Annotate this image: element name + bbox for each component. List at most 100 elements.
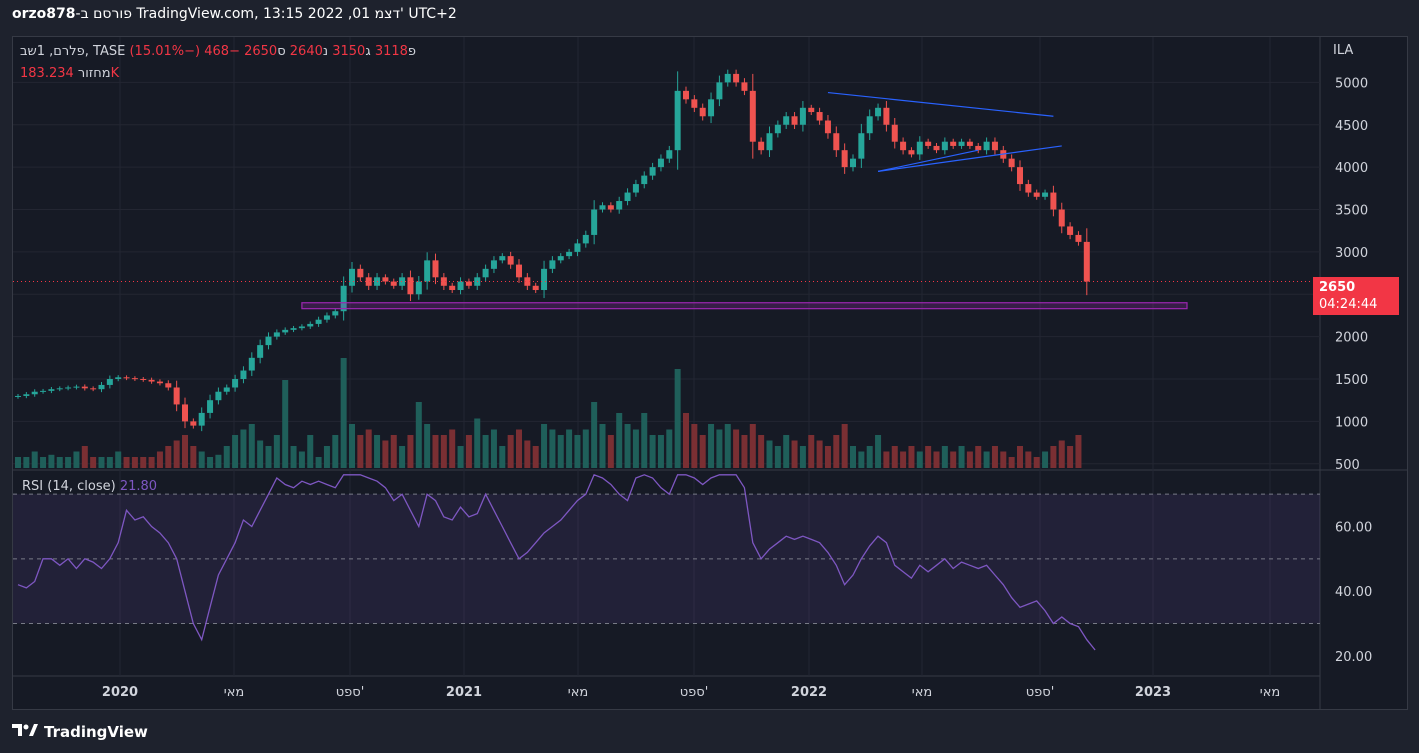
rsi-name[interactable]: RSI (14, close)	[22, 479, 116, 494]
candle-body[interactable]	[315, 319, 322, 324]
candle-body[interactable]	[432, 260, 439, 278]
candle-body[interactable]	[666, 150, 673, 159]
candle-body[interactable]	[390, 281, 397, 286]
candle-body[interactable]	[232, 379, 239, 388]
candle-body[interactable]	[282, 329, 289, 333]
candle-body[interactable]	[774, 124, 781, 134]
candle-body[interactable]	[516, 264, 522, 278]
candle-body[interactable]	[349, 268, 355, 286]
candle-body[interactable]	[933, 145, 940, 151]
candle-body[interactable]	[499, 256, 506, 261]
candle-body[interactable]	[298, 326, 305, 329]
candle-body[interactable]	[357, 268, 364, 278]
candle-body[interactable]	[173, 387, 180, 405]
candle-body[interactable]	[56, 388, 63, 390]
candle-body[interactable]	[490, 260, 497, 269]
candle-body[interactable]	[1083, 241, 1090, 282]
candle-body[interactable]	[1058, 209, 1065, 227]
candle-body[interactable]	[415, 281, 422, 295]
candle-body[interactable]	[248, 357, 255, 371]
candle-body[interactable]	[323, 315, 330, 320]
candle-body[interactable]	[824, 120, 831, 134]
candle-body[interactable]	[48, 389, 55, 391]
candle-body[interactable]	[941, 141, 948, 151]
candle-body[interactable]	[73, 386, 80, 388]
candle-body[interactable]	[975, 145, 982, 151]
candle-body[interactable]	[65, 387, 72, 389]
candle-body[interactable]	[582, 234, 589, 244]
candle-body[interactable]	[223, 387, 230, 392]
candle-body[interactable]	[891, 124, 898, 142]
candle-body[interactable]	[624, 192, 631, 202]
candle-body[interactable]	[557, 256, 564, 261]
candle-body[interactable]	[1050, 192, 1057, 210]
candle-body[interactable]	[449, 285, 456, 291]
candle-body[interactable]	[156, 381, 163, 384]
candle-body[interactable]	[900, 141, 907, 151]
candle-body[interactable]	[90, 388, 97, 390]
candle-body[interactable]	[190, 421, 197, 426]
candle-body[interactable]	[457, 281, 464, 291]
candle-body[interactable]	[240, 370, 247, 380]
candle-body[interactable]	[749, 90, 756, 142]
candle-body[interactable]	[691, 99, 698, 108]
trendline-drawing[interactable]	[827, 91, 1054, 117]
candle-body[interactable]	[1075, 234, 1082, 242]
candle-body[interactable]	[123, 377, 130, 379]
candle-body[interactable]	[273, 332, 280, 337]
candle-body[interactable]	[265, 336, 272, 346]
candle-body[interactable]	[115, 377, 122, 380]
candle-body[interactable]	[532, 285, 539, 291]
candle-body[interactable]	[198, 412, 205, 426]
candle-body[interactable]	[841, 150, 848, 168]
candle-body[interactable]	[40, 390, 47, 392]
candle-body[interactable]	[791, 116, 798, 125]
candle-body[interactable]	[641, 175, 648, 185]
candle-body[interactable]	[833, 133, 840, 151]
candle-body[interactable]	[165, 383, 172, 388]
candle-body[interactable]	[616, 201, 623, 210]
candle-body[interactable]	[758, 141, 765, 151]
candle-body[interactable]	[808, 107, 815, 113]
candle-body[interactable]	[482, 268, 489, 278]
candle-body[interactable]	[699, 107, 706, 117]
candle-body[interactable]	[1042, 192, 1049, 197]
candle-body[interactable]	[340, 285, 347, 312]
candle-body[interactable]	[1025, 184, 1032, 193]
candle-body[interactable]	[683, 90, 689, 100]
candle-body[interactable]	[649, 167, 656, 176]
symbol-label[interactable]: פלרם, 1שב, TASE	[20, 44, 126, 59]
candle-body[interactable]	[632, 184, 639, 193]
candle-body[interactable]	[31, 391, 38, 395]
candle-body[interactable]	[98, 384, 105, 390]
candle-body[interactable]	[524, 277, 531, 286]
candle-body[interactable]	[950, 141, 957, 146]
candle-body[interactable]	[507, 256, 514, 265]
candle-body[interactable]	[23, 394, 30, 396]
candle-body[interactable]	[182, 404, 188, 422]
candle-body[interactable]	[1033, 192, 1040, 197]
candle-body[interactable]	[407, 277, 414, 295]
candle-body[interactable]	[541, 268, 548, 291]
candle-body[interactable]	[382, 277, 389, 282]
trendline-drawing[interactable]	[877, 149, 979, 172]
candle-body[interactable]	[106, 379, 113, 385]
candle-body[interactable]	[674, 90, 681, 151]
candle-body[interactable]	[816, 112, 823, 121]
candle-body[interactable]	[741, 82, 748, 91]
candle-body[interactable]	[991, 141, 998, 151]
candle-body[interactable]	[850, 158, 856, 168]
candle-body[interactable]	[783, 116, 790, 125]
candle-body[interactable]	[307, 323, 314, 327]
candle-body[interactable]	[983, 141, 990, 151]
candle-body[interactable]	[81, 386, 88, 389]
candle-body[interactable]	[916, 141, 923, 155]
candle-body[interactable]	[140, 379, 147, 381]
candle-body[interactable]	[958, 141, 965, 146]
candle-body[interactable]	[925, 141, 932, 146]
candle-body[interactable]	[365, 277, 372, 286]
candle-body[interactable]	[875, 107, 882, 117]
candle-body[interactable]	[207, 400, 214, 413]
candle-body[interactable]	[716, 82, 723, 100]
